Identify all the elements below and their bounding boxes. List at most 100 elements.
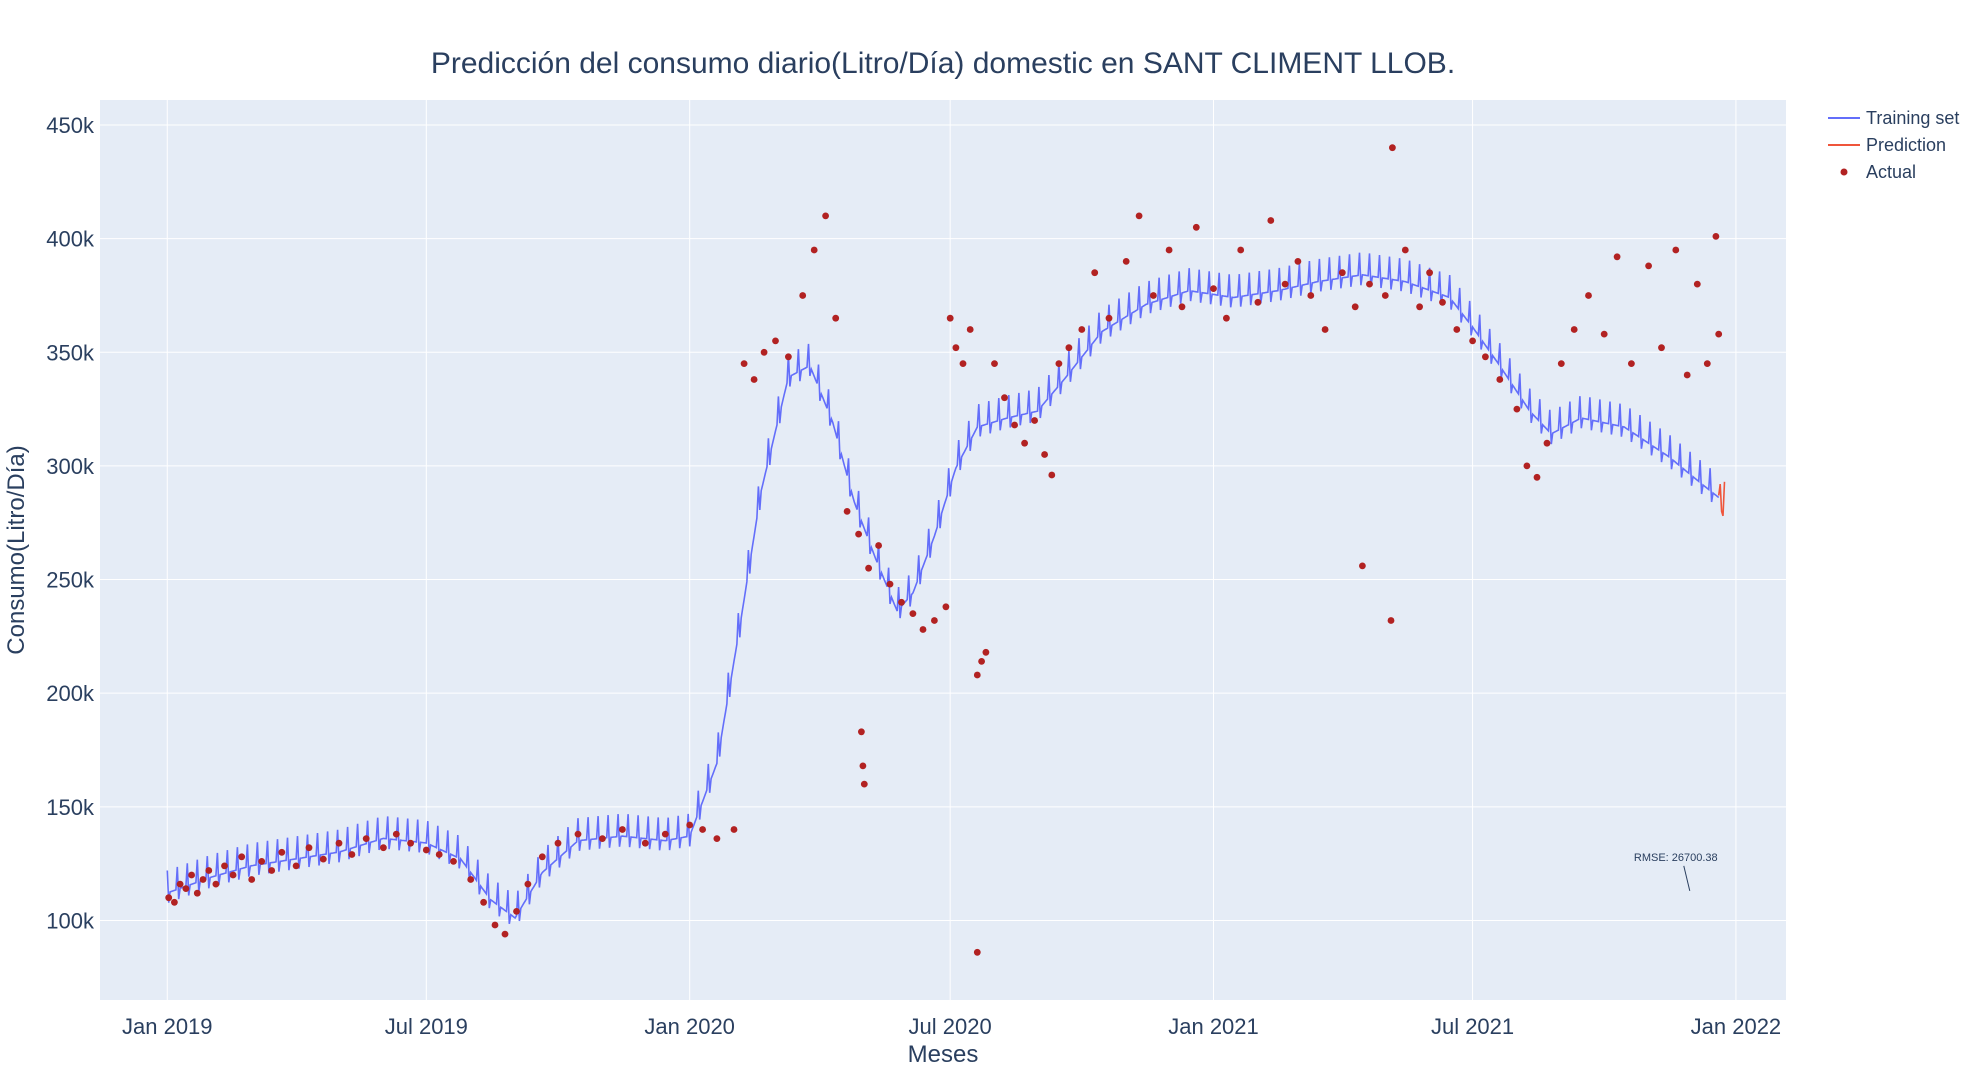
legend-label: Prediction	[1866, 135, 1946, 155]
actual-point	[380, 844, 387, 852]
actual-point	[1321, 326, 1329, 333]
actual-point	[599, 835, 606, 842]
actual-point	[1389, 144, 1396, 152]
legend-item[interactable]: Actual	[1840, 162, 1917, 182]
actual-point	[1210, 285, 1217, 292]
actual-point	[860, 780, 868, 788]
actual-point	[258, 858, 266, 865]
actual-point	[319, 855, 327, 863]
y-tick-label: 300k	[46, 454, 95, 479]
actual-point	[1513, 405, 1521, 413]
x-tick-label: Jul 2019	[385, 1014, 468, 1039]
y-tick-label: 100k	[46, 908, 95, 933]
actual-point	[973, 948, 981, 956]
actual-point	[392, 830, 400, 838]
legend-label: Training set	[1866, 108, 1959, 128]
x-tick-label: Jul 2021	[1431, 1014, 1514, 1039]
actual-point	[1359, 562, 1366, 570]
actual-point	[1401, 246, 1409, 254]
actual-point	[1338, 269, 1346, 277]
actual-point	[193, 889, 201, 897]
actual-point	[335, 839, 343, 847]
actual-point	[1041, 451, 1048, 458]
actual-point	[1192, 223, 1200, 231]
actual-point	[1645, 262, 1652, 270]
actual-point	[1065, 344, 1073, 352]
actual-point	[810, 246, 818, 254]
actual-point	[238, 853, 246, 861]
actual-point	[1078, 326, 1086, 333]
actual-point	[524, 880, 532, 888]
x-tick-label: Jan 2022	[1691, 1014, 1782, 1039]
actual-point	[188, 871, 196, 879]
actual-point	[1055, 360, 1063, 367]
x-tick-label: Jan 2020	[644, 1014, 735, 1039]
actual-point	[942, 603, 950, 611]
y-tick-label: 350k	[46, 340, 95, 365]
actual-point	[268, 867, 276, 874]
chart-title: Predicción del consumo diario(Litro/Día)…	[431, 47, 1455, 80]
tick-layer: 100k 150k 200k 250k 300k 350k 400k 450k Jan 2019…	[46, 113, 1781, 1039]
grid	[100, 100, 1786, 1000]
actual-point	[1178, 303, 1186, 311]
actual-point	[501, 930, 509, 938]
actual-point	[467, 876, 475, 883]
actual-point	[229, 871, 237, 879]
actual-point	[1557, 360, 1565, 367]
actual-point	[1496, 376, 1504, 383]
actual-point	[843, 508, 851, 515]
actual-point	[1600, 330, 1608, 338]
actual-point	[422, 846, 430, 854]
actual-point	[919, 626, 927, 633]
actual-point	[1366, 280, 1373, 288]
x-tick-label: Jul 2020	[909, 1014, 992, 1039]
legend[interactable]: Training set Prediction Actual	[1828, 108, 1959, 182]
actual-point	[221, 862, 228, 870]
actual-point	[292, 862, 300, 870]
actual-point	[966, 326, 974, 333]
legend-item[interactable]: Training set	[1828, 108, 1959, 128]
actual-point	[982, 648, 990, 656]
actual-point	[1001, 394, 1008, 402]
annotation-label: RMSE: 26700.38	[1634, 852, 1718, 864]
actual-point	[1307, 292, 1315, 299]
actual-point	[978, 658, 985, 665]
actual-point	[1426, 269, 1433, 277]
y-tick-label: 200k	[46, 681, 95, 706]
annotation-layer: RMSE: 26700.38	[1634, 852, 1718, 892]
actual-point	[1351, 303, 1359, 311]
actual-point	[641, 839, 649, 847]
actual-point	[1715, 330, 1723, 338]
legend-swatch	[1840, 168, 1848, 176]
actual-point	[946, 314, 954, 322]
actual-point	[1165, 246, 1173, 254]
legend-item[interactable]: Prediction	[1828, 135, 1946, 155]
actual-point	[619, 826, 626, 833]
actual-point	[1416, 303, 1423, 311]
actual-point	[205, 867, 213, 874]
actual-point	[730, 826, 738, 833]
actual-point	[898, 598, 905, 606]
actual-point	[1439, 298, 1446, 306]
actual-point	[538, 853, 546, 861]
actual-point	[1021, 439, 1028, 447]
actual-point	[1122, 258, 1130, 265]
actual-point	[1453, 326, 1461, 333]
actual-point	[1135, 212, 1143, 220]
actual-point	[212, 880, 220, 888]
actual-point	[865, 564, 872, 572]
y-axis-title: Consumo(Litro/Día)	[3, 445, 30, 654]
y-tick-label: 400k	[46, 227, 95, 252]
actual-point	[973, 671, 981, 679]
actual-point	[1482, 353, 1489, 361]
x-tick-label: Jan 2019	[122, 1014, 213, 1039]
actual-point	[699, 826, 706, 833]
y-tick-label: 250k	[46, 568, 95, 593]
actual-point	[952, 344, 960, 352]
actual-point	[1105, 314, 1113, 322]
actual-point	[785, 353, 792, 361]
actual-point	[740, 360, 748, 367]
actual-point	[760, 348, 768, 356]
x-tick-label: Jan 2021	[1168, 1014, 1259, 1039]
